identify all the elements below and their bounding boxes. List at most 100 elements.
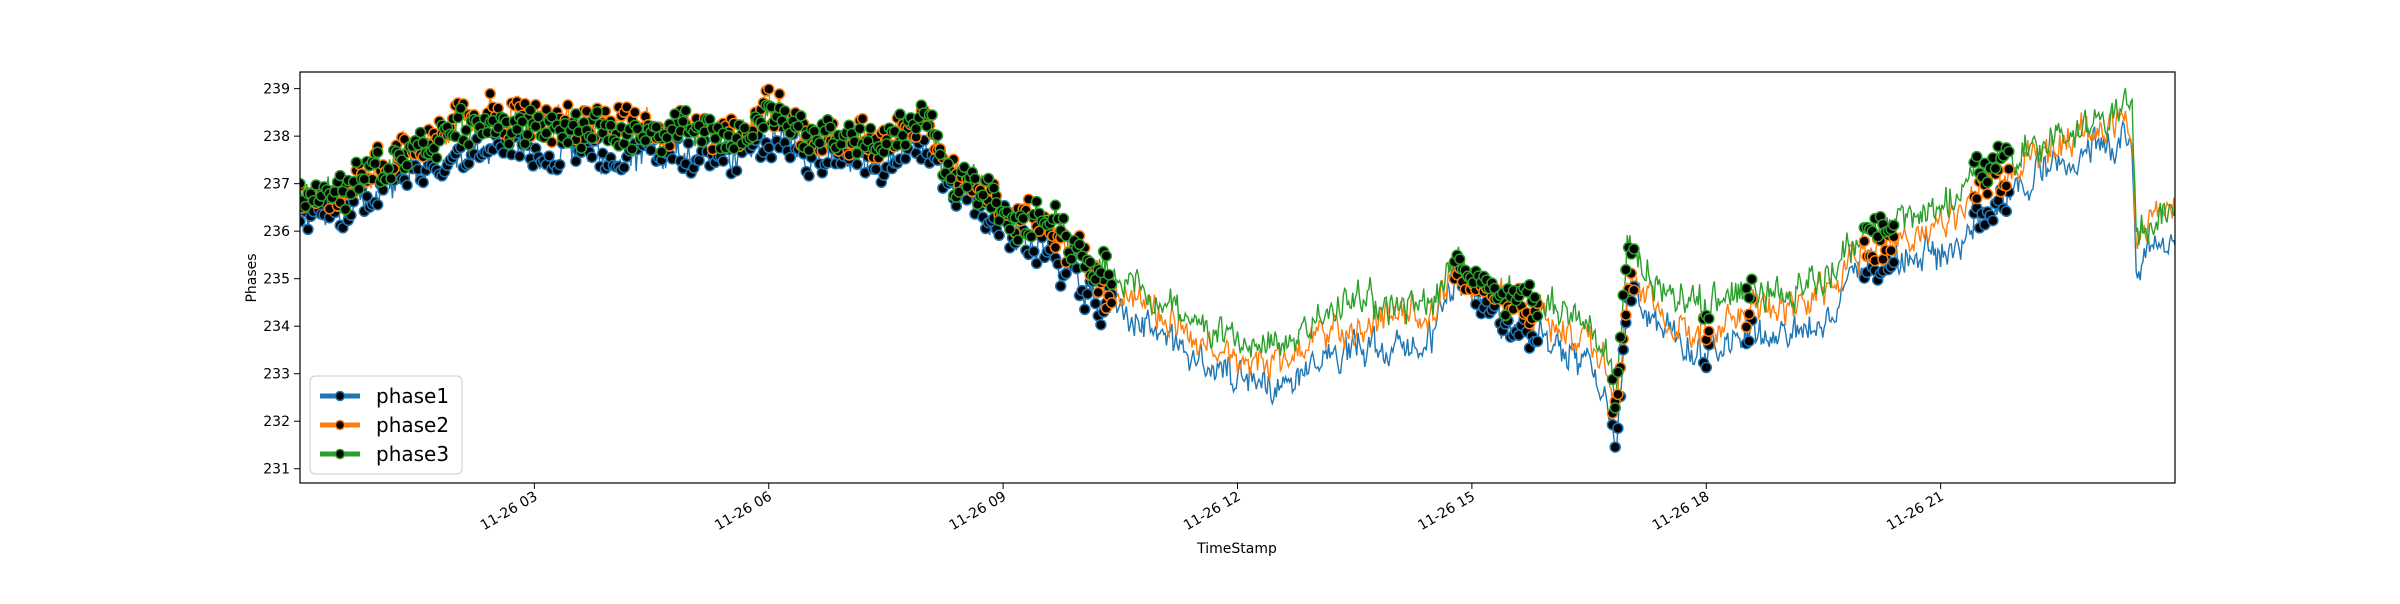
x-tick-label: 11-26 18 [1650, 489, 1713, 534]
marker-phase3 [339, 203, 352, 216]
marker-phase3 [661, 132, 673, 144]
marker-phase1 [645, 144, 657, 156]
marker-phase3 [1025, 230, 1038, 243]
marker-phase3 [414, 126, 427, 139]
marker-phase1 [682, 137, 695, 150]
marker-phase3 [1617, 289, 1629, 302]
marker-phase3 [1017, 212, 1029, 225]
marker-phase3 [463, 138, 475, 151]
marker-phase3 [454, 102, 467, 115]
marker-phase1 [730, 164, 743, 177]
marker-phase1 [1609, 441, 1621, 453]
marker-phase3 [894, 108, 906, 120]
marker-phase3 [358, 173, 371, 186]
marker-phase3 [650, 121, 663, 133]
y-axis-label: Phases [244, 253, 260, 302]
marker-phase2 [629, 106, 641, 118]
marker-phase2 [1092, 286, 1104, 299]
marker-phase3 [728, 142, 740, 155]
marker-phase1 [1054, 280, 1067, 292]
marker-phase1 [513, 150, 526, 162]
marker-phase3 [795, 110, 807, 122]
marker-phase3 [757, 121, 770, 134]
series-line-phase1 [300, 120, 2175, 451]
marker-phase1 [554, 158, 566, 171]
marker-phase3 [586, 132, 598, 144]
marker-phase3 [460, 124, 472, 137]
marker-phase3 [1030, 195, 1043, 208]
marker-phase3 [540, 127, 553, 139]
marker-phase1 [618, 161, 630, 174]
y-tick-label: 238 [263, 129, 290, 145]
marker-phase2 [1743, 308, 1755, 320]
x-axis-label: TimeStamp [1196, 541, 1277, 557]
marker-phase3 [2003, 145, 2015, 158]
marker-phase3 [639, 134, 652, 147]
marker-phase2 [1981, 188, 1994, 200]
x-tick-label: 11-26 21 [1884, 489, 1947, 534]
marker-phase3 [532, 111, 545, 123]
marker-phase1 [361, 190, 373, 203]
marker-phase1 [302, 223, 314, 236]
marker-phase3 [452, 111, 464, 124]
marker-phase3 [591, 105, 604, 118]
marker-phase2 [1877, 253, 1889, 266]
marker-phase3 [417, 136, 429, 149]
marker-phase3 [570, 108, 582, 120]
marker-phase3 [1073, 238, 1086, 251]
marker-phase1 [765, 151, 778, 164]
marker-phase3 [353, 183, 365, 195]
marker-phase3 [626, 143, 638, 155]
marker-phase3 [503, 138, 515, 150]
marker-phase3 [430, 152, 443, 164]
marker-phase3 [945, 172, 957, 185]
marker-phase1 [693, 154, 705, 167]
legend-marker-phase2 [334, 419, 346, 431]
marker-phase3 [604, 119, 617, 132]
marker-phase3 [562, 137, 574, 149]
marker-phase3 [1743, 291, 1755, 304]
marker-phase3 [401, 159, 413, 172]
marker-phase2 [562, 99, 574, 111]
marker-phase3 [385, 172, 397, 185]
marker-phase3 [679, 105, 692, 117]
marker-phase3 [1971, 150, 1983, 163]
marker-phase2 [773, 88, 786, 100]
marker-phase3 [709, 132, 721, 145]
marker-phase3 [516, 115, 529, 128]
marker-phase1 [1743, 335, 1755, 348]
marker-phase2 [1612, 388, 1624, 401]
marker-phase3 [990, 196, 1003, 209]
marker-phase1 [300, 215, 306, 228]
marker-phase3 [1057, 212, 1070, 225]
marker-phase3 [1703, 312, 1715, 325]
marker-phase2 [1740, 321, 1753, 333]
marker-phase3 [371, 146, 384, 159]
marker-phase2 [856, 112, 869, 125]
x-tick-label: 11-26 03 [478, 489, 541, 534]
marker-phase3 [910, 122, 922, 135]
marker-phase3 [300, 177, 306, 190]
legend-label-phase1: phase1 [376, 384, 449, 408]
marker-phase3 [521, 128, 534, 141]
marker-phase3 [1084, 256, 1096, 269]
marker-phase1 [1095, 318, 1107, 331]
marker-phase3 [1620, 264, 1632, 276]
marker-phase1 [1079, 303, 1091, 316]
marker-phase2 [621, 101, 633, 113]
marker-phase1 [1888, 256, 1900, 269]
marker-phase2 [763, 83, 775, 95]
marker-phase3 [779, 105, 791, 117]
marker-phase3 [677, 115, 689, 128]
marker-phase3 [345, 188, 357, 201]
y-tick-label: 231 [263, 462, 290, 478]
marker-phase3 [803, 144, 815, 157]
marker-phase1 [586, 151, 598, 164]
marker-phase1 [851, 158, 863, 171]
marker-phase3 [669, 108, 681, 120]
marker-phase3 [655, 146, 668, 158]
marker-phase3 [575, 142, 588, 154]
legend-label-phase3: phase3 [376, 442, 449, 466]
marker-phase2 [1049, 241, 1062, 254]
